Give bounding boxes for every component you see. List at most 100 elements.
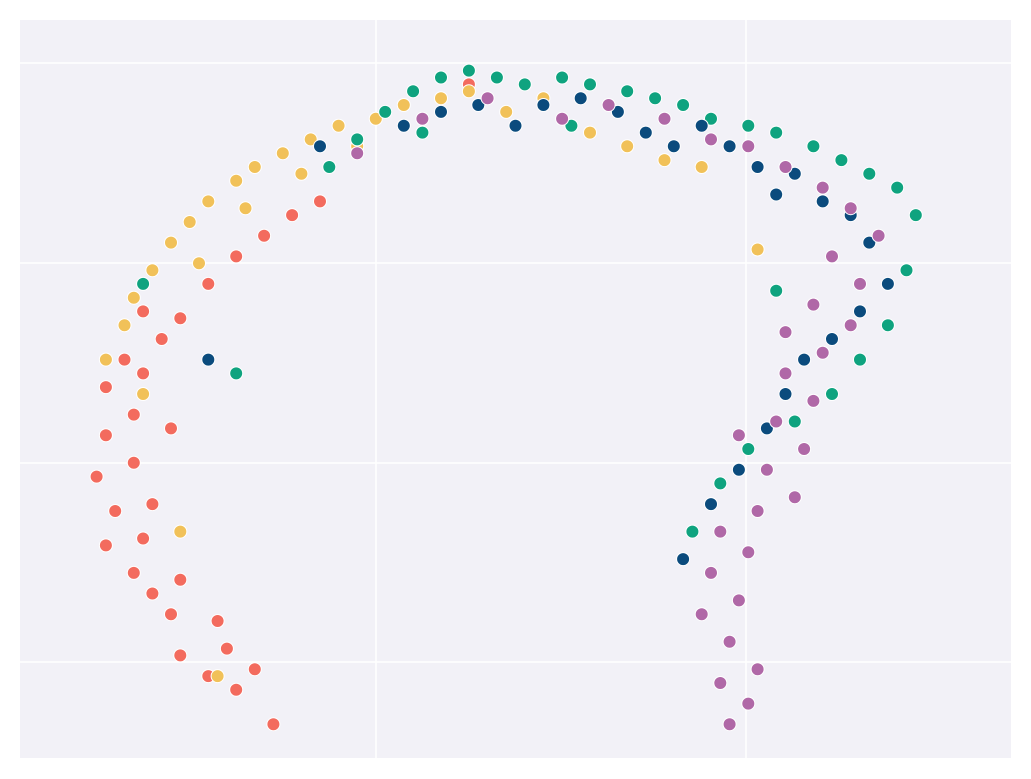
scatter-point — [173, 524, 188, 539]
scatter-point — [201, 276, 216, 291]
scatter-point — [136, 276, 151, 291]
scatter-point — [350, 132, 365, 147]
scatter-point — [192, 256, 206, 271]
scatter-point — [434, 70, 448, 85]
scatter-point — [601, 98, 616, 112]
scatter-point — [396, 98, 411, 112]
scatter-point — [555, 70, 570, 85]
scatter-point — [434, 104, 448, 119]
scatter-point — [173, 648, 188, 663]
scatter-point — [368, 111, 383, 126]
scatter-point — [620, 139, 635, 154]
scatter-point — [499, 104, 514, 119]
plot-background — [20, 20, 1011, 758]
scatter-point — [238, 201, 253, 216]
scatter-point — [461, 63, 476, 78]
scatter-point — [797, 352, 812, 367]
scatter-point — [480, 91, 495, 106]
scatter-point — [434, 91, 448, 106]
scatter-point — [676, 552, 691, 567]
scatter-point — [471, 98, 486, 112]
scatter-point — [229, 249, 244, 264]
scatter-point — [657, 153, 672, 168]
scatter-point — [741, 545, 756, 560]
scatter-point — [415, 125, 430, 140]
scatter-point — [182, 215, 197, 229]
scatter-point — [862, 235, 877, 250]
scatter-point — [415, 111, 430, 126]
scatter-point — [759, 421, 774, 436]
scatter-point — [759, 462, 774, 477]
scatter-point — [583, 125, 597, 140]
scatter-point — [750, 504, 765, 518]
scatter-point — [266, 717, 281, 732]
scatter-point — [378, 104, 393, 119]
scatter-point — [741, 696, 756, 711]
scatter-point — [98, 538, 113, 553]
scatter-point — [136, 366, 151, 381]
scatter-point — [890, 180, 905, 195]
scatter-point — [694, 118, 709, 133]
scatter-point — [694, 160, 709, 174]
scatter-point — [880, 276, 895, 291]
scatter-point — [704, 497, 718, 512]
scatter-point — [517, 77, 532, 92]
scatter-point — [126, 407, 141, 422]
scatter-point — [713, 476, 728, 491]
scatter-point — [685, 524, 700, 539]
scatter-point — [322, 160, 337, 174]
scatter-point — [638, 125, 653, 140]
scatter-point — [722, 717, 737, 732]
scatter-point — [787, 414, 802, 429]
scatter-point — [769, 125, 784, 140]
scatter-point — [815, 180, 830, 195]
scatter-point — [778, 366, 793, 381]
scatter-point — [201, 194, 216, 209]
scatter-point — [722, 634, 737, 649]
scatter-point — [676, 98, 691, 112]
scatter-point — [769, 283, 784, 298]
scatter-point — [862, 166, 877, 181]
scatter-point — [89, 469, 104, 484]
scatter-point — [275, 146, 290, 161]
scatter-point — [210, 669, 225, 684]
scatter-point — [117, 318, 132, 333]
scatter-point — [694, 607, 709, 622]
scatter-point — [331, 118, 346, 133]
scatter-point — [704, 132, 718, 147]
scatter-point — [406, 84, 421, 99]
scatter-point — [461, 84, 476, 99]
scatter-point — [229, 366, 244, 381]
scatter-point — [704, 111, 718, 126]
scatter-point — [117, 352, 132, 367]
scatter-point — [257, 228, 272, 243]
scatter-point — [797, 442, 812, 456]
scatter-point — [229, 682, 244, 697]
scatter-point — [536, 98, 551, 112]
scatter-point — [564, 118, 579, 133]
scatter-point — [98, 380, 113, 395]
scatter-point — [247, 662, 262, 677]
scatter-point — [741, 139, 756, 154]
scatter-point — [750, 662, 765, 677]
scatter-point — [126, 455, 141, 470]
scatter-point — [769, 414, 784, 429]
scatter-point — [126, 290, 141, 305]
scatter-point — [229, 173, 244, 188]
scatter-point — [126, 565, 141, 580]
scatter-point — [145, 263, 160, 278]
scatter-point — [136, 304, 151, 319]
scatter-point — [145, 586, 160, 601]
scatter-point — [98, 352, 113, 367]
scatter-point — [164, 421, 178, 436]
scatter-point — [136, 387, 151, 401]
scatter-point — [648, 91, 663, 106]
scatter-point — [350, 146, 365, 161]
scatter-point — [750, 242, 765, 257]
scatter-point — [164, 235, 178, 250]
scatter-point — [731, 462, 746, 477]
scatter-point — [825, 249, 839, 264]
scatter-point — [871, 228, 886, 243]
scatter-point — [98, 428, 113, 443]
